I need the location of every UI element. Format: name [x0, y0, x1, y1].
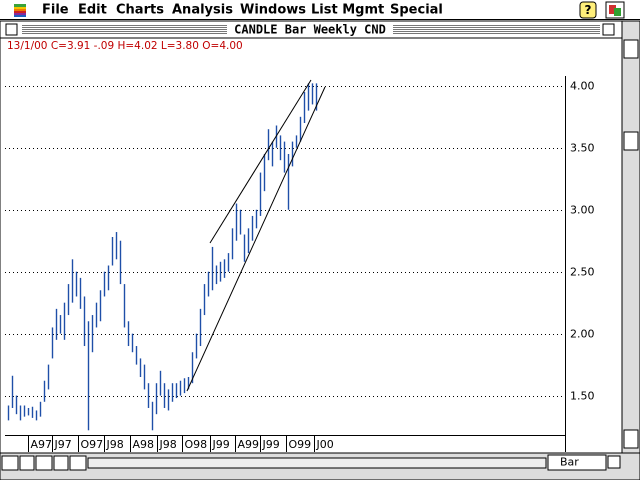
x-tick-label: O99 — [289, 438, 312, 451]
x-tick-label: A97 — [31, 438, 53, 451]
y-tick-label: 2.50 — [570, 266, 595, 279]
menu-item[interactable]: Edit — [78, 3, 107, 18]
tool-button[interactable] — [19, 455, 35, 471]
menu-item[interactable]: Windows — [240, 3, 306, 18]
menu-bar — [0, 0, 640, 20]
x-tick-label: J98 — [106, 438, 124, 451]
menu-item[interactable]: List Mgmt — [311, 3, 384, 18]
x-tick-label: J99 — [262, 438, 280, 451]
svg-text:?: ? — [585, 3, 592, 17]
tool-button[interactable] — [1, 455, 19, 471]
y-tick-label: 4.00 — [570, 80, 595, 93]
y-tick-label: 2.00 — [570, 328, 595, 341]
apple-menu[interactable] — [14, 4, 26, 17]
vertical-scrollbar[interactable] — [621, 20, 640, 454]
scroll-thumb[interactable] — [623, 131, 639, 151]
menu-item[interactable]: File — [42, 3, 69, 18]
tool-button[interactable] — [53, 455, 69, 471]
x-tick-label: J98 — [159, 438, 177, 451]
trend-line-upper — [209, 79, 312, 244]
help-icon[interactable]: ? — [579, 1, 597, 19]
menu-item[interactable]: Charts — [116, 3, 164, 18]
y-tick-label: 3.00 — [570, 204, 595, 217]
x-tick-label: J97 — [54, 438, 72, 451]
menu-item[interactable]: Special — [390, 3, 443, 18]
zoom-box[interactable] — [602, 23, 615, 36]
scroll-up-arrow[interactable] — [623, 39, 639, 59]
chart-style-label: Bar — [560, 456, 579, 469]
x-tick-label: A99 — [238, 438, 260, 451]
y-tick-label: 1.50 — [570, 390, 595, 403]
tool-button[interactable] — [35, 455, 53, 471]
status-line: 13/1/00 C=3.91 -.09 H=4.02 L=3.80 O=4.00 — [7, 40, 243, 52]
application-icon[interactable] — [605, 1, 625, 19]
x-tick-label: J00 — [316, 438, 334, 451]
y-tick-label: 3.50 — [570, 142, 595, 155]
x-tick-label: O98 — [185, 438, 208, 451]
chart-style-popup[interactable] — [547, 454, 607, 471]
window-title: CANDLE Bar Weekly CND — [234, 23, 386, 37]
close-box[interactable] — [5, 23, 18, 36]
chart-pane — [0, 37, 623, 454]
trend-line-lower — [186, 86, 326, 392]
title-backdrop — [227, 22, 393, 37]
x-tick-label: A98 — [133, 438, 155, 451]
horizontal-scrollbar[interactable] — [87, 457, 547, 469]
x-tick-label: J99 — [212, 438, 230, 451]
x-tick-label: O97 — [81, 438, 104, 451]
menu-item[interactable]: Analysis — [172, 3, 233, 18]
scroll-down-arrow[interactable] — [623, 429, 639, 449]
grow-box[interactable] — [607, 455, 621, 469]
tool-button[interactable] — [69, 455, 87, 471]
